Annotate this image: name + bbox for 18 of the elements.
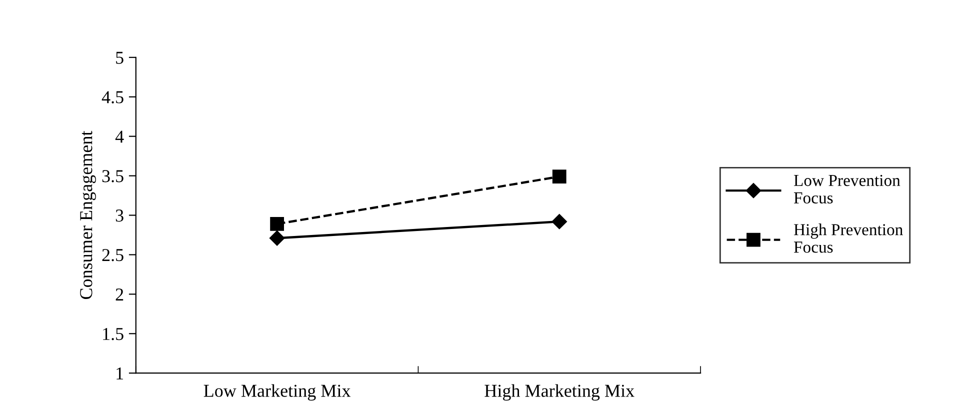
- legend-label: Low Prevention Focus: [794, 174, 900, 204]
- y-tick-label: 4: [115, 130, 124, 143]
- y-tick-label: 2.5: [102, 249, 124, 262]
- y-tick-label: 5: [116, 52, 124, 64]
- point: [269, 230, 285, 246]
- x-tick-label: Low Marketing Mix: [204, 384, 351, 401]
- legend-label: High Prevention Focus: [794, 224, 903, 253]
- y-tick-label: 1.5: [103, 328, 124, 340]
- y-tick-label: 3: [116, 210, 124, 222]
- y-tick-label: 2: [116, 288, 124, 300]
- point: [552, 214, 567, 230]
- y-tick-label: 4.5: [102, 91, 124, 104]
- x-tick-label: High Marketing Mix: [484, 384, 634, 401]
- point: [552, 170, 566, 184]
- point: [270, 216, 284, 231]
- y-axis-title: Consumer Engagement: [80, 130, 96, 299]
- y-tick-label: 3.5: [102, 170, 124, 182]
- y-tick-label: 1: [116, 367, 124, 380]
